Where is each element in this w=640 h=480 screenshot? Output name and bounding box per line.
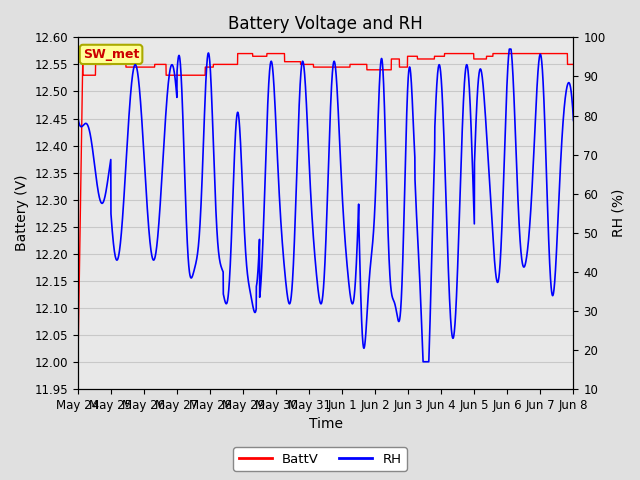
- Text: SW_met: SW_met: [83, 48, 140, 61]
- Title: Battery Voltage and RH: Battery Voltage and RH: [228, 15, 423, 33]
- Y-axis label: RH (%): RH (%): [611, 189, 625, 238]
- Legend: BattV, RH: BattV, RH: [234, 447, 406, 471]
- X-axis label: Time: Time: [308, 418, 342, 432]
- Y-axis label: Battery (V): Battery (V): [15, 175, 29, 252]
